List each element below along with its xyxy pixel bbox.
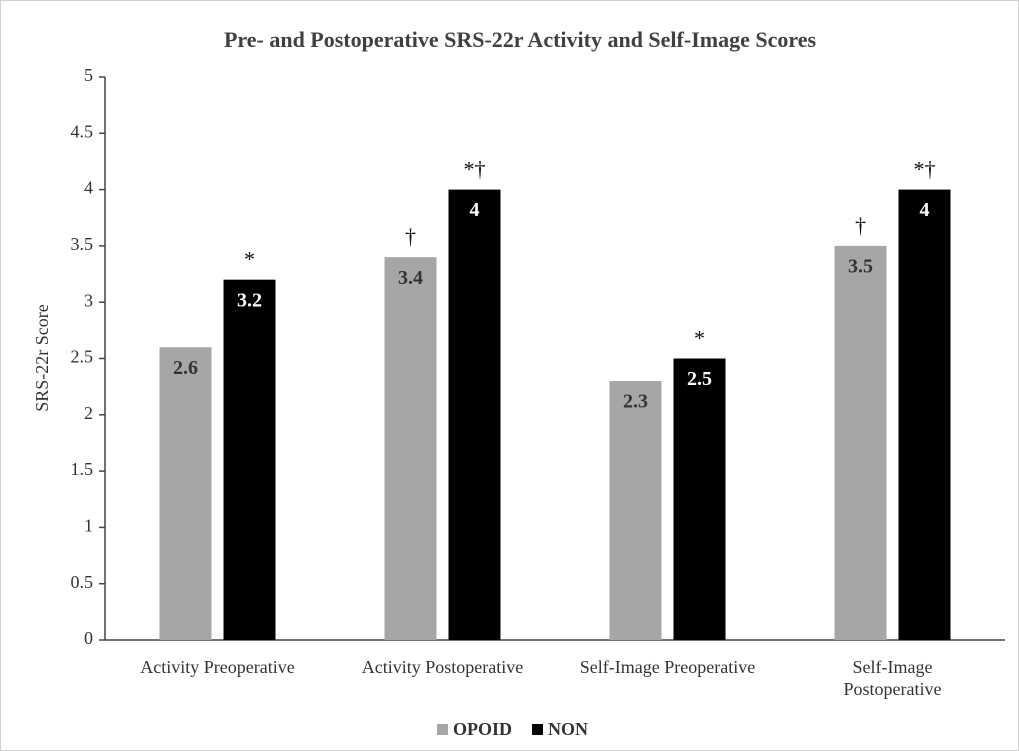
y-tick-label: 4.5 <box>71 121 94 141</box>
bar <box>384 257 437 640</box>
x-tick-label: Self-Image Postoperative <box>843 657 942 699</box>
y-tick-label: 3.5 <box>71 234 94 254</box>
bar <box>223 279 276 640</box>
y-tick-label: 2.5 <box>71 347 94 367</box>
annotation: *† <box>914 157 936 182</box>
value-label: 4 <box>920 199 930 221</box>
bar <box>834 245 887 640</box>
bar <box>159 347 212 640</box>
x-tick-label: Self-Image Preoperative <box>579 657 756 677</box>
legend-swatch <box>437 724 448 735</box>
y-axis-label: SRS-22r Score <box>32 304 52 412</box>
bar <box>673 358 726 640</box>
y-tick-label: 2 <box>84 403 93 423</box>
x-tick-label: Activity Preoperative <box>140 657 295 677</box>
chart-title: Pre- and Postoperative SRS-22r Activity … <box>224 27 817 52</box>
y-tick-label: 1 <box>84 516 93 536</box>
value-label: 2.5 <box>687 368 712 390</box>
y-tick-label: 0.5 <box>71 572 94 592</box>
value-label: 2.6 <box>173 357 198 379</box>
legend-label: NON <box>548 719 588 739</box>
bar <box>609 381 662 640</box>
y-tick-label: 0 <box>84 628 93 648</box>
annotation: *† <box>464 157 486 182</box>
value-label: 3.5 <box>848 255 873 277</box>
y-tick-label: 3 <box>84 290 93 310</box>
annotation: * <box>244 247 255 272</box>
value-label: 2.3 <box>623 391 648 413</box>
bar <box>448 189 501 640</box>
legend-swatch <box>532 724 544 735</box>
annotation: * <box>694 326 705 351</box>
y-tick-label: 4 <box>84 178 93 198</box>
value-label: 4 <box>470 199 480 221</box>
legend-label: OPOID <box>453 719 512 739</box>
value-label: 3.2 <box>237 289 262 311</box>
y-tick-label: 5 <box>84 65 93 85</box>
x-tick-label: Activity Postoperative <box>361 657 524 677</box>
y-tick-label: 1.5 <box>71 459 94 479</box>
bar <box>898 189 951 640</box>
annotation: † <box>405 224 416 249</box>
annotation: † <box>855 213 866 238</box>
value-label: 3.4 <box>398 267 423 289</box>
